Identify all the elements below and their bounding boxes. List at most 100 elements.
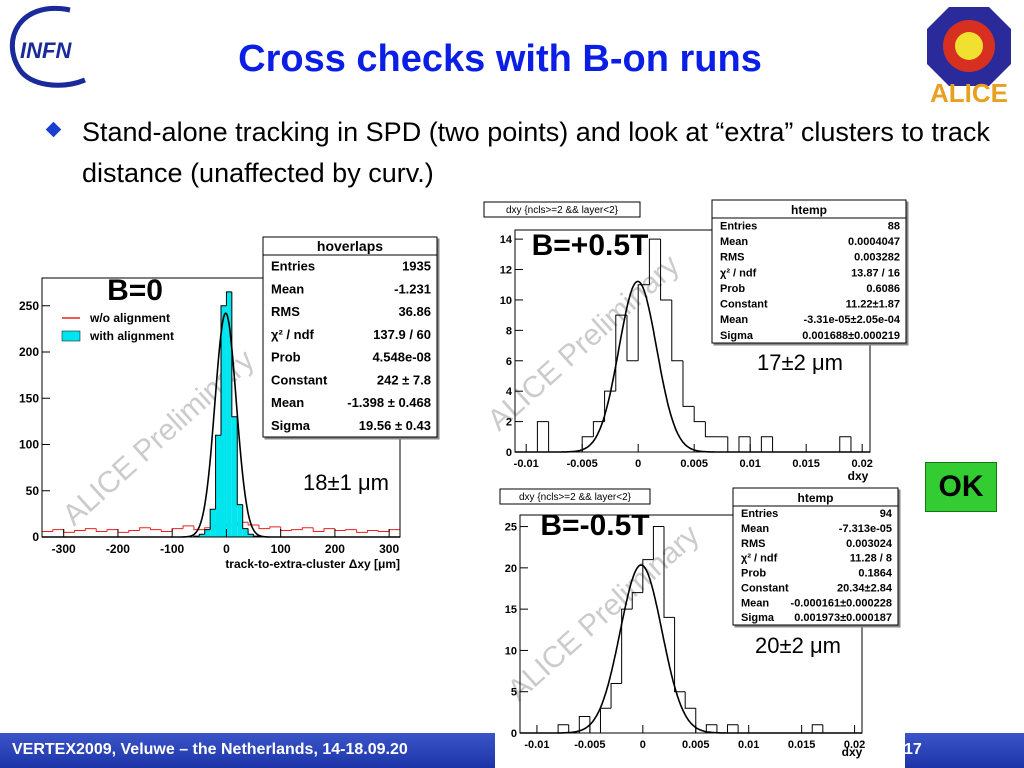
stats-value: 0.001688±0.000219 <box>802 330 900 342</box>
stats-value: -3.31e-05±2.05e-04 <box>803 314 900 326</box>
stats-key: Constant <box>720 299 768 311</box>
stats-value: -0.000161±0.000228 <box>791 597 892 609</box>
field-label: B=-0.5T <box>540 509 649 542</box>
x-tick-label: 0.02 <box>844 739 865 751</box>
field-label: B=0 <box>107 274 163 307</box>
histogram-step <box>209 508 216 530</box>
x-axis-label: dxy <box>842 745 863 759</box>
histogram-step <box>592 421 605 437</box>
histogram-step <box>377 530 390 532</box>
histogram-step <box>301 527 314 530</box>
histogram-step <box>291 529 303 531</box>
histogram-step <box>269 526 281 529</box>
y-tick-label: 2 <box>506 417 512 429</box>
x-tick-label: -0.01 <box>514 458 539 470</box>
stats-key: RMS <box>741 538 765 550</box>
histogram-step <box>610 682 622 709</box>
stats-key: RMS <box>271 304 300 319</box>
stats-key: Prob <box>741 568 766 580</box>
histogram-step <box>663 526 675 618</box>
y-tick-label: 4 <box>506 386 513 398</box>
stats-value: 0.003282 <box>854 252 900 264</box>
y-tick-label: 20 <box>505 563 517 575</box>
histogram-step <box>648 238 661 285</box>
logo-text: INFN <box>20 38 72 63</box>
stats-value: -1.231 <box>394 281 431 296</box>
histogram-bar <box>242 528 249 537</box>
stats-key: Sigma <box>720 330 754 342</box>
histogram-bar <box>248 534 254 537</box>
histogram-step <box>811 724 823 733</box>
infn-logo: INFN <box>9 6 86 88</box>
histogram-step <box>536 421 549 452</box>
histogram-step <box>52 529 64 532</box>
histogram-step <box>215 434 221 510</box>
stats-key: χ² / ndf <box>720 267 757 279</box>
histogram-step <box>193 525 205 531</box>
x-tick-label: -100 <box>160 542 184 556</box>
x-tick-label: 300 <box>379 542 399 556</box>
stats-value: 19.56 ± 0.43 <box>359 418 431 433</box>
histogram-bar <box>231 416 238 537</box>
hist-title-box <box>483 201 641 218</box>
histogram-step <box>106 529 118 532</box>
histogram-step <box>312 527 325 532</box>
histogram-step <box>345 529 357 531</box>
histogram-step <box>198 533 205 537</box>
x-tick-label: -300 <box>52 542 76 556</box>
histogram-step <box>182 525 194 529</box>
y-tick-label: 50 <box>26 484 40 498</box>
stats-value: 36.86 <box>398 304 431 319</box>
stats-key: Prob <box>720 283 745 295</box>
stats-key: χ² / ndf <box>741 553 778 565</box>
stats-title: htemp <box>798 491 834 505</box>
stats-value: -1.398 ± 0.468 <box>347 395 431 410</box>
stats-value: 94 <box>880 508 893 520</box>
histogram-step <box>149 527 162 531</box>
histogram-step <box>704 421 717 438</box>
field-label: B=+0.5T <box>532 229 649 262</box>
y-tick-label: 0 <box>511 728 517 740</box>
stats-value: 11.28 / 8 <box>850 553 892 565</box>
y-tick-label: 150 <box>19 391 39 405</box>
histogram-step <box>557 724 569 733</box>
histogram-step <box>674 617 686 693</box>
x-tick-label: 0.005 <box>680 458 708 470</box>
stats-key: Entries <box>271 259 315 274</box>
stats-value: 1935 <box>402 259 431 274</box>
x-tick-label: -0.01 <box>524 739 549 751</box>
histogram-step <box>160 529 173 532</box>
histogram-step <box>631 592 643 610</box>
x-axis-label: dxy <box>848 469 869 483</box>
y-tick-label: 25 <box>505 522 517 534</box>
histogram-step <box>84 528 97 531</box>
histogram-step <box>247 528 254 535</box>
stats-value: 11.22±1.87 <box>846 299 900 311</box>
histogram-step <box>323 528 335 532</box>
histogram-step <box>660 239 672 301</box>
y-tick-label: 8 <box>506 325 512 337</box>
histogram-bar <box>204 529 211 537</box>
histogram-step <box>247 522 259 526</box>
y-tick-label: 0 <box>32 530 39 544</box>
histogram-step <box>705 724 717 733</box>
histogram-step <box>727 724 739 733</box>
stats-key: RMS <box>720 252 744 264</box>
histogram-step <box>652 526 664 560</box>
resolution-label: 18±1 μm <box>303 470 389 495</box>
stats-value: 0.0004047 <box>848 236 900 248</box>
histogram-step <box>604 390 616 422</box>
x-tick-label: -0.005 <box>567 458 598 470</box>
x-tick-label: 0 <box>640 739 646 751</box>
logo-core <box>955 32 983 60</box>
y-tick-label: 0 <box>506 447 512 459</box>
stats-value: 13.87 / 16 <box>851 267 900 279</box>
y-tick-label: 10 <box>500 295 512 307</box>
stats-key: Constant <box>741 582 789 594</box>
stats-key: Mean <box>271 395 304 410</box>
histogram-step <box>839 436 851 452</box>
y-tick-label: 10 <box>505 645 517 657</box>
stats-key: Mean <box>741 597 769 609</box>
footer-text: VERTEX2009, Veluwe – the Netherlands, 14… <box>12 741 408 758</box>
histogram-step <box>225 291 232 306</box>
